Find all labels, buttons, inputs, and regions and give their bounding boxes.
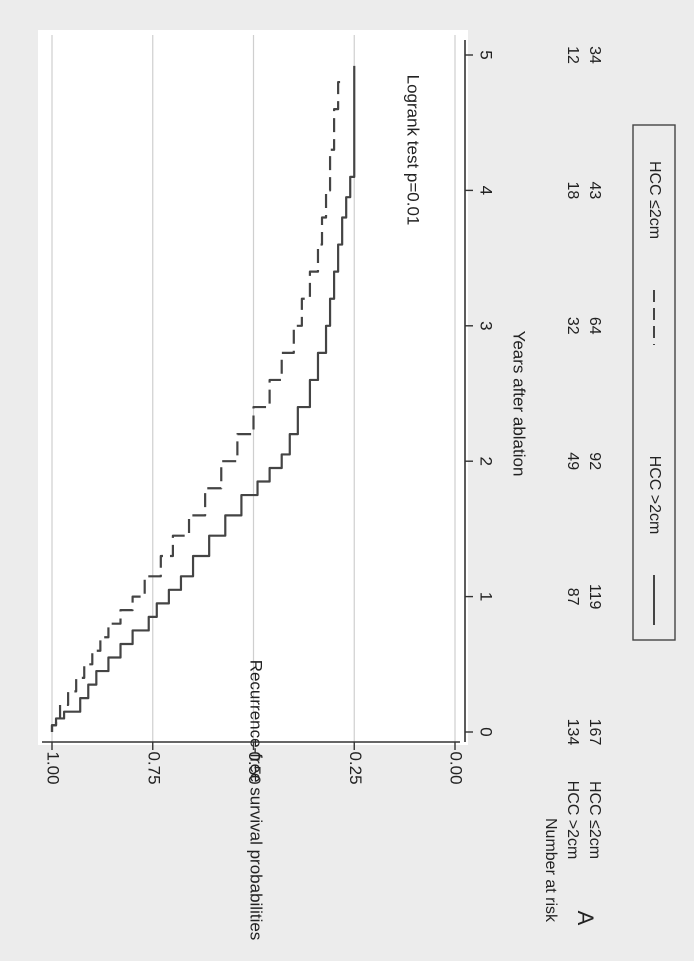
- risk-value-1-3: 64: [586, 317, 603, 335]
- legend-label-1: HCC ≤2cm: [646, 161, 663, 239]
- risk-value-1-4: 43: [586, 182, 603, 200]
- risk-value-1-2: 92: [586, 452, 603, 470]
- y-axis-title: Recurrence-free survival probabilities: [247, 660, 266, 941]
- x-tick-label-4: 4: [477, 186, 496, 195]
- x-axis-title: Years after ablation: [510, 331, 529, 477]
- risk-value-0-2: 49: [564, 452, 581, 470]
- risk-row-label-1: HCC ≤2cm: [586, 781, 603, 859]
- survival-curves: [50, 65, 356, 732]
- x-tick-label-0: 0: [477, 727, 496, 736]
- y-tick-label-1: 0.25: [346, 751, 365, 784]
- risk-value-0-1: 87: [564, 588, 581, 606]
- risk-value-1-1: 119: [586, 584, 603, 610]
- legend: HCC >2cm HCC ≤2cm: [632, 124, 676, 641]
- y-tick-label-0: 0.00: [447, 751, 466, 784]
- y-tick-label-3: 0.75: [144, 751, 163, 784]
- risk-value-1-0: 167: [586, 719, 603, 746]
- y-tick-label-2: 0.50: [245, 751, 264, 784]
- series-line-0: [50, 65, 356, 732]
- risk-table-title: Number at risk: [542, 818, 559, 923]
- x-tick-label-2: 2: [477, 456, 496, 465]
- risk-value-0-0: 134: [564, 719, 581, 746]
- risk-value-0-3: 32: [564, 317, 581, 335]
- risk-value-0-4: 18: [564, 182, 581, 200]
- panel-label: A: [573, 911, 598, 926]
- x-tick-label-5: 5: [477, 50, 496, 59]
- x-tick-label-3: 3: [477, 321, 496, 330]
- risk-row-label-0: HCC >2cm: [564, 781, 581, 860]
- legend-label-0: HCC >2cm: [646, 456, 663, 535]
- y-tick-label-4: 1.00: [44, 751, 63, 784]
- risk-value-1-5: 34: [586, 46, 603, 64]
- x-tick-label-1: 1: [477, 592, 496, 601]
- series-line-1: [50, 80, 343, 732]
- risk-value-0-5: 12: [564, 46, 581, 64]
- legend-box: [632, 124, 676, 641]
- logrank-annotation: Logrank test p=0.01: [404, 75, 423, 226]
